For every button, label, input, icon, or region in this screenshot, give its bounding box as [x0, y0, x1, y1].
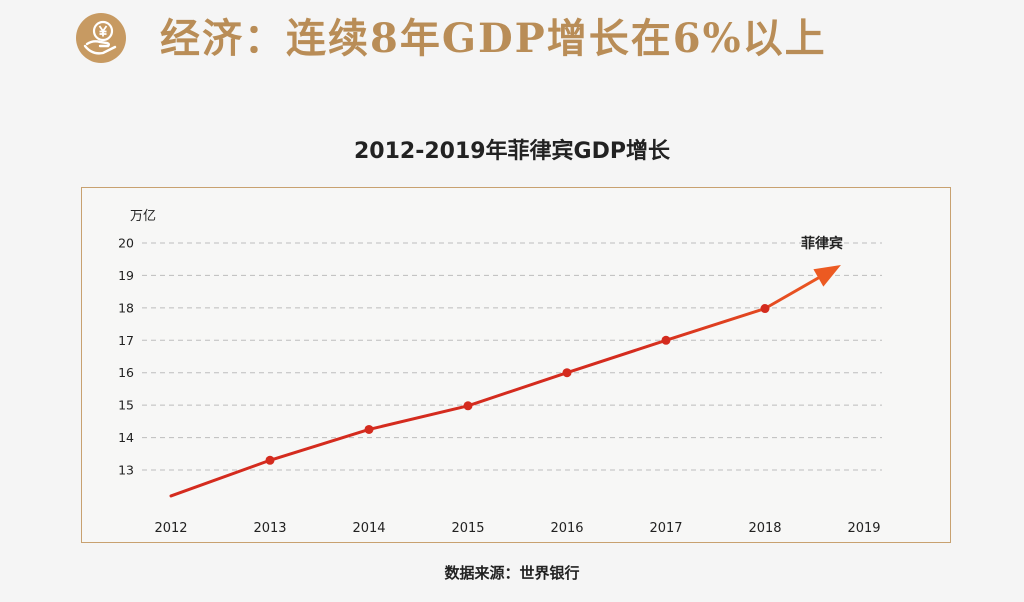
x-tick-label: 2019 [847, 521, 880, 536]
y-tick-label: 20 [118, 236, 134, 251]
data-point [364, 424, 374, 434]
data-point [265, 455, 275, 465]
series-line [169, 267, 836, 498]
page-headline: 经济：连续8年GDP增长在6%以上 [160, 15, 827, 62]
y-tick-label: 17 [118, 333, 134, 348]
x-tick-label: 2016 [550, 521, 583, 536]
data-point [562, 368, 572, 378]
logo-icon [76, 13, 126, 63]
data-source: 数据来源：世界银行 [444, 564, 580, 582]
y-tick-label: 18 [118, 300, 134, 315]
data-point [661, 335, 671, 345]
arrow-head [813, 264, 841, 287]
x-tick-label: 2013 [253, 521, 286, 536]
x-tick-label: 2017 [649, 521, 682, 536]
x-tick-label: 2018 [748, 521, 781, 536]
y-axis-unit-label: 万亿 [130, 209, 156, 224]
y-tick-label: 14 [118, 430, 134, 445]
series-label: 菲律宾 [801, 235, 843, 252]
data-point [760, 304, 770, 314]
chart-title: 2012-2019年菲律宾GDP增长 [353, 139, 671, 164]
x-tick-label: 2015 [451, 521, 484, 536]
data-point [463, 401, 473, 411]
x-tick-label: 2012 [154, 521, 187, 536]
x-tick-label: 2014 [352, 521, 385, 536]
y-tick-label: 16 [118, 365, 134, 380]
y-tick-label: 15 [118, 398, 134, 413]
chart-frame: 万亿 13 14 15 16 17 18 19 20 2012 2013 2014 2015 2016 20… [81, 187, 951, 543]
y-tick-label: 13 [118, 463, 134, 478]
y-tick-label: 19 [118, 268, 134, 283]
gdp-line-chart: 万亿 13 14 15 16 17 18 19 20 2012 2013 2014 2015 2016 20… [118, 209, 882, 536]
